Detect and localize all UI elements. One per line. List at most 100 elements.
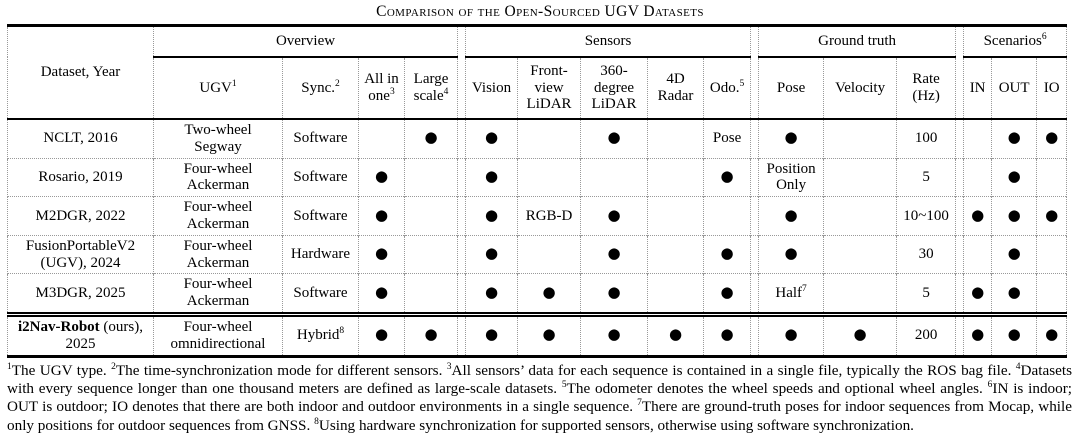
cell-odo: ●	[703, 311, 752, 357]
column-header-pose: Pose	[758, 57, 825, 119]
cell-all-in-one	[358, 118, 405, 159]
cell-pose: ●	[758, 118, 825, 159]
column-header-io: IO	[1036, 57, 1068, 119]
filled-dot-icon: ●	[424, 128, 438, 147]
footnote-marker: 5	[739, 78, 745, 89]
cell-rate-hz: 100	[896, 118, 957, 159]
dataset-name: (ours), 2025	[65, 318, 144, 352]
cell-out: ●	[991, 273, 1038, 315]
column-header-360-degree-lidar: 360-degree LiDAR	[580, 57, 649, 119]
cell-in: ●	[963, 273, 993, 315]
cell-large-scale	[403, 157, 459, 197]
label-text: Rate (Hz)	[912, 71, 940, 104]
cell-pose: ●	[758, 311, 825, 357]
cell-front-view-lidar	[517, 118, 582, 159]
group-gap	[955, 25, 965, 119]
table-row-nclt: NCLT, 2016 Two-wheel Segway Software ● ● ● Pos…	[7, 118, 1068, 159]
group-gap-cell	[750, 234, 760, 274]
group-gap-cell	[457, 118, 467, 159]
cell-sync: Hybrid8	[282, 311, 359, 357]
cell-4d-radar	[647, 118, 705, 159]
filled-dot-icon: ●	[607, 205, 621, 224]
table-title: Comparison of the Open-Sourced UGV Datas…	[376, 3, 704, 20]
cell-ugv: Four-wheel Ackerman	[153, 196, 283, 236]
column-header-dataset-year: Dataset, Year	[7, 25, 154, 119]
filled-dot-icon: ●	[668, 325, 683, 344]
cell-front-view-lidar: RGB-D	[517, 196, 582, 236]
label-text: 4D Radar	[657, 71, 694, 104]
column-header-in: IN	[963, 57, 993, 119]
cell-vision: ●	[465, 196, 519, 236]
dataset-name: M3DGR, 2025	[35, 284, 126, 301]
footnote-marker: 3	[389, 87, 395, 97]
column-header-odo: Odo.5	[703, 57, 752, 119]
group-header-overview: Overview	[152, 25, 459, 58]
cell-4d-radar	[647, 234, 705, 274]
cell-io	[1036, 234, 1068, 274]
footnote-marker: 1	[7, 361, 12, 372]
group-gap-cell	[457, 196, 467, 236]
label-text: Front-view LiDAR	[526, 62, 572, 113]
filled-dot-icon: ●	[542, 282, 556, 301]
cell-front-view-lidar	[517, 234, 582, 274]
label-text: All in one	[364, 71, 399, 104]
dataset-name-bold: i2Nav-Robot	[18, 318, 100, 335]
cell-in	[963, 234, 993, 274]
group-header-ground-truth: Ground truth	[758, 25, 957, 58]
table-row-m3dgr: M3DGR, 2025 Four-wheel Ackerman Software ● ●…	[7, 273, 1068, 315]
dataset-name: NCLT, 2016	[43, 130, 118, 147]
table-row-rosario: Rosario, 2019 Four-wheel Ackerman Software…	[7, 157, 1068, 197]
cell-velocity	[823, 196, 898, 236]
column-header-rate-hz: Rate (Hz)	[896, 57, 957, 119]
column-header-vision: Vision	[465, 57, 519, 119]
cell-pose: Half7	[758, 273, 825, 315]
filled-dot-icon: ●	[542, 325, 556, 344]
footnote-marker: 7	[637, 398, 642, 409]
cell-all-in-one: ●	[358, 196, 405, 236]
cell-large-scale: ●	[403, 118, 459, 159]
column-header-sync: Sync.2	[282, 57, 359, 119]
footnote-marker: 4	[443, 87, 449, 97]
label-text: Half	[775, 284, 803, 301]
column-header-all-in-one: All in one3	[358, 57, 405, 119]
filled-dot-icon: ●	[607, 325, 621, 344]
cell-sync: Software	[282, 273, 359, 315]
cell-rate-hz: 5	[896, 157, 957, 197]
cell-ugv: Four-wheel Ackerman	[153, 273, 283, 315]
cell-io: ●	[1036, 196, 1068, 236]
filled-dot-icon: ●	[374, 166, 389, 185]
table-row-m2dgr: M2DGR, 2022 Four-wheel Ackerman Software ● ●…	[7, 196, 1068, 236]
footnote-marker: 2	[335, 78, 340, 89]
filled-dot-icon: ●	[1007, 128, 1021, 147]
filled-dot-icon: ●	[484, 205, 499, 224]
cell-velocity	[823, 157, 898, 197]
cell-large-scale	[403, 196, 459, 236]
cell-large-scale: ●	[403, 311, 459, 357]
filled-dot-icon: ●	[484, 128, 499, 147]
filled-dot-icon: ●	[607, 244, 621, 263]
dataset-name: Rosario, 2019	[38, 168, 123, 185]
cell-dataset-year: M2DGR, 2022	[7, 196, 154, 236]
cell-velocity	[823, 273, 898, 315]
cell-all-in-one: ●	[358, 157, 405, 197]
dataset-name: M2DGR, 2022	[35, 207, 126, 224]
label-text: Large scale	[413, 71, 449, 104]
cell-large-scale	[403, 234, 459, 274]
filled-dot-icon: ●	[720, 244, 734, 263]
label-text: IO	[1043, 79, 1060, 96]
table-row-i2nav-robot: i2Nav-Robot (ours), 2025 Four-wheel omnid…	[7, 311, 1068, 357]
label-text: Odo.	[709, 79, 740, 96]
group-header-sensors: Sensors	[465, 25, 752, 58]
header-columns-row: UGV1 Sync.2 All in one3 Large scale4 Vision F…	[8, 57, 1068, 119]
filled-dot-icon: ●	[971, 282, 985, 301]
label-text: Overview	[275, 33, 336, 50]
cell-in	[963, 157, 993, 197]
cell-io: ●	[1036, 118, 1068, 159]
filled-dot-icon: ●	[784, 128, 798, 147]
table-row-fusionportablev2: FusionPortableV2 (UGV), 2024 Four-wheel A…	[7, 234, 1068, 274]
label-text: Vision	[471, 79, 512, 96]
footnote-marker: 6	[1041, 32, 1047, 43]
filled-dot-icon: ●	[720, 166, 734, 185]
table-body: NCLT, 2016 Two-wheel Segway Software ● ● ● Pos…	[7, 118, 1068, 357]
group-gap-cell	[457, 234, 467, 274]
